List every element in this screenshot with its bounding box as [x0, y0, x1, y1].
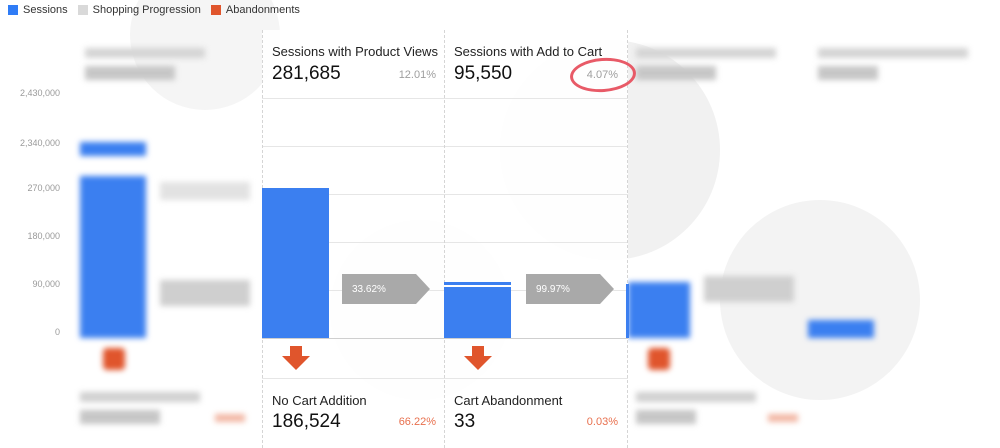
- abandonment-rate: 0.03%: [586, 416, 618, 428]
- stage-rate: 12.01%: [398, 69, 436, 81]
- legend-label: Shopping Progression: [92, 4, 201, 16]
- blurred-content: [0, 30, 262, 448]
- sessions-bar[interactable]: [262, 188, 329, 338]
- next-stage-bar-edge: [626, 284, 629, 338]
- legend-label: Abandonments: [225, 4, 300, 16]
- y-axis-tick: 180,000: [27, 231, 60, 241]
- legend-item-abandonments[interactable]: Abandonments: [210, 4, 300, 16]
- gridline: [262, 98, 628, 99]
- abandonment-value: 33: [454, 411, 476, 432]
- gridline: [262, 194, 628, 195]
- stage-rate: 4.07%: [586, 69, 618, 81]
- blurred-content: [628, 30, 1000, 448]
- y-axis-tick: 0: [54, 327, 60, 337]
- baseline: [262, 338, 628, 339]
- y-axis-tick: 270,000: [27, 183, 60, 193]
- chart-legend: Sessions Shopping Progression Abandonmen…: [8, 2, 300, 18]
- funnel-stage-add-to-cart[interactable]: Sessions with Add to Cart 95,550 4.07% 9…: [444, 30, 626, 448]
- legend-swatch-abandonments: [210, 5, 221, 15]
- sessions-bar[interactable]: [444, 282, 511, 338]
- stage-sessions-value: 95,550: [454, 63, 513, 84]
- progression-arrow[interactable]: [342, 274, 432, 304]
- stage-divider: [444, 30, 445, 448]
- gridline: [262, 378, 628, 379]
- stage-divider: [627, 30, 628, 448]
- progression-arrow[interactable]: [526, 274, 616, 304]
- funnel-panel: Sessions with Product Views 281,685 12.0…: [262, 30, 628, 448]
- legend-label: Sessions: [23, 4, 68, 16]
- progression-rate: 99.97%: [536, 284, 570, 295]
- y-axis-tick: 90,000: [32, 279, 60, 289]
- gridline: [262, 242, 628, 243]
- legend-swatch-sessions: [8, 5, 18, 15]
- funnel-stage-product-views[interactable]: Sessions with Product Views 281,685 12.0…: [262, 30, 444, 448]
- legend-item-shopping-progression[interactable]: Shopping Progression: [77, 4, 201, 16]
- stage-name: Sessions with Add to Cart: [454, 44, 603, 59]
- progression-rate: 33.62%: [352, 284, 386, 295]
- stage-name: Sessions with Product Views: [272, 44, 438, 59]
- abandonment-value: 186,524: [272, 411, 341, 432]
- next-stages-blurred: [628, 30, 1000, 448]
- sessions-bar-cap: [444, 285, 511, 287]
- y-axis-tick: 2,430,000: [19, 88, 60, 98]
- abandonment-name: No Cart Addition: [272, 393, 367, 408]
- gridline: [262, 146, 628, 147]
- abandonment-arrow-icon: [282, 346, 310, 370]
- abandonment-arrow-icon: [464, 346, 492, 370]
- legend-item-sessions[interactable]: Sessions: [8, 4, 68, 16]
- legend-swatch-progression: [77, 5, 88, 15]
- stage-sessions-value: 281,685: [272, 63, 341, 84]
- y-axis-tick: 2,340,000: [19, 138, 60, 148]
- previous-stage-blurred: [0, 30, 262, 448]
- abandonment-name: Cart Abandonment: [454, 393, 563, 408]
- abandonment-rate: 66.22%: [398, 416, 436, 428]
